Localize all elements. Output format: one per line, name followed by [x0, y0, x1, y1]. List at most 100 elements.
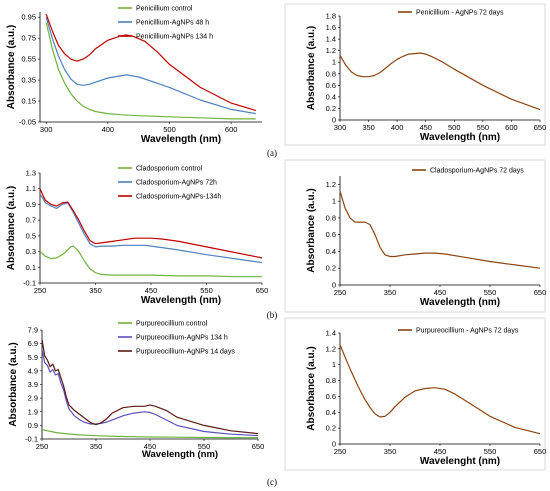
chart-frame	[284, 159, 546, 313]
y-tick-label: 0.9	[28, 421, 38, 430]
y-tick-label: -0.1	[25, 435, 38, 444]
y-tick-label: 0.6	[326, 230, 336, 239]
legend-label: Purpureocillium control	[136, 321, 208, 328]
y-tick-label: 0.1	[26, 263, 36, 272]
x-tick-label: 450	[434, 288, 447, 297]
y-tick-label: 0.3	[26, 247, 36, 256]
series-line	[339, 344, 541, 435]
y-tick-label: 0.55	[21, 55, 36, 64]
x-tick-label: 300	[40, 125, 53, 134]
y-tick-label: 0.2	[326, 264, 336, 273]
y-tick-label: 1.3	[26, 169, 36, 178]
chart-panel: -0.05 0.15 0.35 0.55 0.75 0.95 300 400 500 600 Wav…	[6, 6, 262, 145]
y-tick-label: 0.6	[326, 392, 336, 401]
x-tick-label: 650	[252, 442, 265, 451]
y-tick-label: 0.4	[326, 247, 336, 256]
y-tick-label: 6.9	[28, 339, 38, 348]
y-tick-label: 1.2	[326, 344, 336, 353]
x-tick-label: 550	[484, 447, 497, 456]
chart-panel: 0 0.2 0.4 0.6 0.8 1 1.2 250 350 450 550 650 Waveleng…	[284, 159, 547, 313]
series-line	[339, 190, 541, 269]
chart-panel: -0.1 0.1 0.3 0.5 0.7 0.9 1.1 1.3 250 350 450 550 650…	[6, 166, 268, 307]
panel-label: (a)	[267, 148, 277, 158]
y-tick-label: 0.4	[326, 92, 336, 101]
y-tick-label: 5.9	[28, 353, 38, 362]
x-tick-label: 250	[334, 288, 347, 297]
legend-label: Cladosporium-AgNPs-134h	[136, 194, 221, 201]
legend-label: Purpureocillium-AgNPs 134 h	[136, 335, 228, 342]
x-tick-label: 450	[419, 123, 432, 132]
x-tick-label: 650	[256, 286, 269, 295]
series-line	[45, 13, 256, 112]
series-line	[41, 348, 259, 437]
y-axis-title: Absorbance (a.u.)	[306, 346, 317, 430]
y-tick-label: 0.75	[21, 34, 36, 43]
series-line	[41, 339, 259, 435]
y-tick-label: 0.8	[326, 376, 336, 385]
legend-label: Penicillium-AgNPs 134 h	[136, 34, 213, 41]
y-tick-label: 1.4	[326, 329, 336, 338]
y-tick-label: 1.2	[326, 46, 336, 55]
panel-label: (c)	[267, 477, 277, 487]
x-axis-title: Wavelenght (nm)	[420, 456, 500, 467]
x-tick-label: 400	[391, 123, 404, 132]
x-tick-label: 350	[384, 447, 397, 456]
x-tick-label: 650	[534, 447, 547, 456]
legend-label: Cladosporium-AgNPs 72h	[136, 180, 217, 187]
y-tick-label: 0.4	[326, 408, 336, 417]
x-tick-label: 300	[334, 123, 347, 132]
x-tick-label: 450	[145, 286, 158, 295]
panel-label: (b)	[267, 310, 278, 320]
y-tick-label: 0.5	[26, 231, 36, 240]
x-axis-title: Wavelength (nm)	[420, 297, 500, 308]
x-axis-title: Wavelength (nm)	[420, 132, 500, 143]
x-tick-label: 550	[198, 442, 211, 451]
legend-label: Cladosporium-AgNPs 72 days	[430, 168, 524, 175]
x-tick-label: 600	[225, 125, 238, 134]
x-axis-title: Wavelength (nm)	[141, 295, 221, 306]
y-tick-label: -0.1	[23, 279, 36, 288]
x-tick-label: 450	[434, 447, 447, 456]
x-tick-label: 650	[534, 288, 547, 297]
x-axis-title: Wavelength (nm)	[141, 134, 221, 145]
y-tick-label: 1	[332, 58, 336, 67]
y-tick-label: 0.15	[21, 97, 36, 106]
x-tick-label: 350	[362, 123, 375, 132]
series-line	[45, 22, 256, 120]
x-tick-label: 350	[384, 288, 397, 297]
y-tick-label: 0.9	[26, 200, 36, 209]
series-line	[39, 188, 263, 259]
chart-panel: 0 0.2 0.4 0.6 0.8 1 1.2 1.4 1.6 1.8 300 350 400 450 50…	[284, 3, 547, 146]
chart-frame	[284, 317, 546, 471]
legend-label: Penicillium - AgNPs 72 days	[416, 10, 504, 17]
x-tick-label: 350	[90, 442, 103, 451]
y-axis-title: Absorbance (a.u.)	[8, 342, 19, 426]
chart-panel: 0 0.2 0.4 0.6 0.8 1 1.2 1.4 250 350 450 550 650 Wavel…	[284, 317, 547, 471]
legend-label: Penicillium-AgNPs 48 h	[136, 20, 209, 27]
y-tick-label: 0.95	[21, 13, 36, 22]
x-axis-title: Wavelength (nm)	[142, 449, 218, 460]
series-line	[39, 245, 262, 278]
chart-panel: -0.1 0.9 1.9 2.9 3.9 4.9 5.9 6.9 7.9 250 350 450 550…	[8, 321, 264, 461]
x-tick-label: 650	[534, 123, 547, 132]
legend-label: Purpureocillium-AgNPs 14 days	[136, 349, 235, 356]
chart-frame	[284, 3, 546, 146]
y-tick-label: 7.9	[28, 326, 38, 335]
y-tick-label: 1.9	[28, 407, 38, 416]
y-tick-label: 0.7	[26, 216, 36, 225]
y-tick-label: 1	[332, 197, 336, 206]
y-tick-label: 0.2	[326, 424, 336, 433]
series-line	[41, 428, 258, 439]
legend-label: Penicillium control	[136, 6, 193, 13]
series-line	[45, 17, 256, 115]
y-tick-label: 0	[332, 440, 336, 449]
legend-label: Cladosporium control	[136, 166, 203, 173]
y-tick-label: 0.8	[326, 213, 336, 222]
y-tick-label: 0.8	[326, 69, 336, 78]
x-tick-label: 550	[484, 288, 497, 297]
x-tick-label: 500	[448, 123, 461, 132]
y-tick-label: 1.6	[326, 23, 336, 32]
x-tick-label: 600	[505, 123, 518, 132]
y-tick-label: 1.2	[326, 180, 336, 189]
